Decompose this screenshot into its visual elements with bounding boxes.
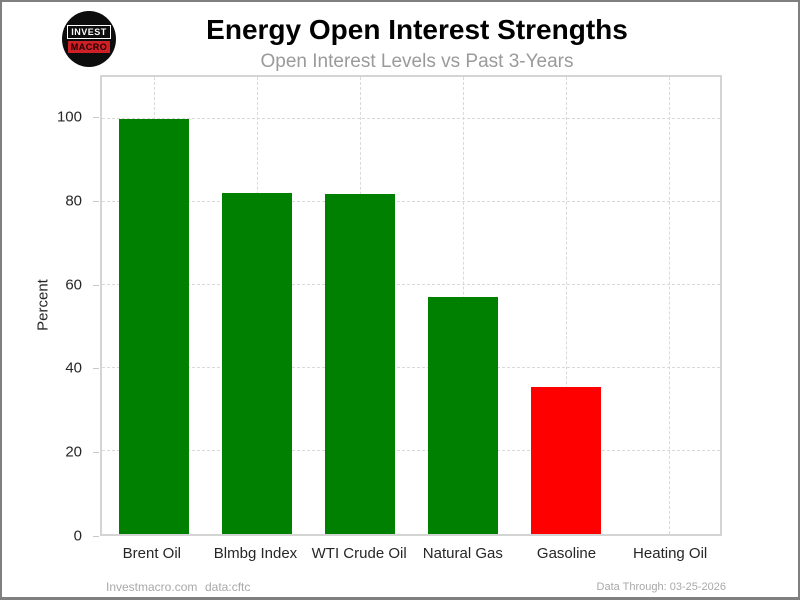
chart-title: Energy Open Interest Strengths	[206, 14, 628, 45]
x-tick-label-wti-crude-oil: WTI Crude Oil	[311, 545, 407, 562]
y-tick-label-0: 0	[73, 527, 82, 545]
bar-brent-oil	[118, 118, 189, 534]
y-tick-mark-0	[93, 536, 99, 537]
bar-gasoline	[530, 387, 601, 534]
footer-site-link: Investmacro.com	[106, 580, 198, 594]
bar-blmbg-index	[221, 192, 292, 534]
x-tick-label-brent-oil: Brent Oil	[122, 545, 182, 562]
y-tick-mark-80	[93, 200, 99, 202]
x-tick-label-blmbg-index: Blmbg Index	[213, 545, 298, 562]
logo-text-macro: MACRO	[67, 41, 111, 53]
gridline-y-60	[102, 283, 720, 285]
y-tick-mark-40	[93, 368, 99, 370]
gridline-y-20	[102, 449, 720, 451]
y-tick-label-80: 80	[65, 192, 82, 210]
gridline-x-5	[668, 77, 670, 534]
logo-text-invest: INVEST	[67, 25, 111, 39]
y-tick-mark-100	[93, 116, 99, 118]
bar-wti-crude-oil	[324, 194, 395, 534]
investmacro-logo-icon: INVEST MACRO	[62, 11, 116, 67]
y-tick-mark-20	[93, 452, 99, 454]
y-axis-title: Percent	[34, 279, 52, 331]
x-tick-label-heating-oil: Heating Oil	[633, 545, 708, 562]
gridline-y-80	[102, 200, 720, 202]
x-tick-label-natural-gas: Natural Gas	[422, 545, 503, 562]
y-tick-label-20: 20	[65, 443, 82, 461]
gridline-y-40	[102, 366, 720, 368]
gridline-y-100	[102, 117, 720, 119]
y-tick-label-60: 60	[65, 276, 82, 294]
x-tick-label-gasoline: Gasoline	[536, 545, 597, 562]
y-tick-label-40: 40	[65, 359, 82, 377]
y-tick-mark-60	[93, 284, 99, 286]
footer-data-source: data:cftc	[205, 580, 251, 594]
footer-data-through: Data Through: 03-25-2026	[596, 581, 726, 593]
plot-area	[100, 75, 722, 536]
gridline-x-4	[565, 77, 567, 534]
chart-subtitle: Open Interest Levels vs Past 3-Years	[260, 51, 574, 72]
y-tick-label-100: 100	[56, 108, 82, 126]
bar-natural-gas	[427, 297, 498, 534]
